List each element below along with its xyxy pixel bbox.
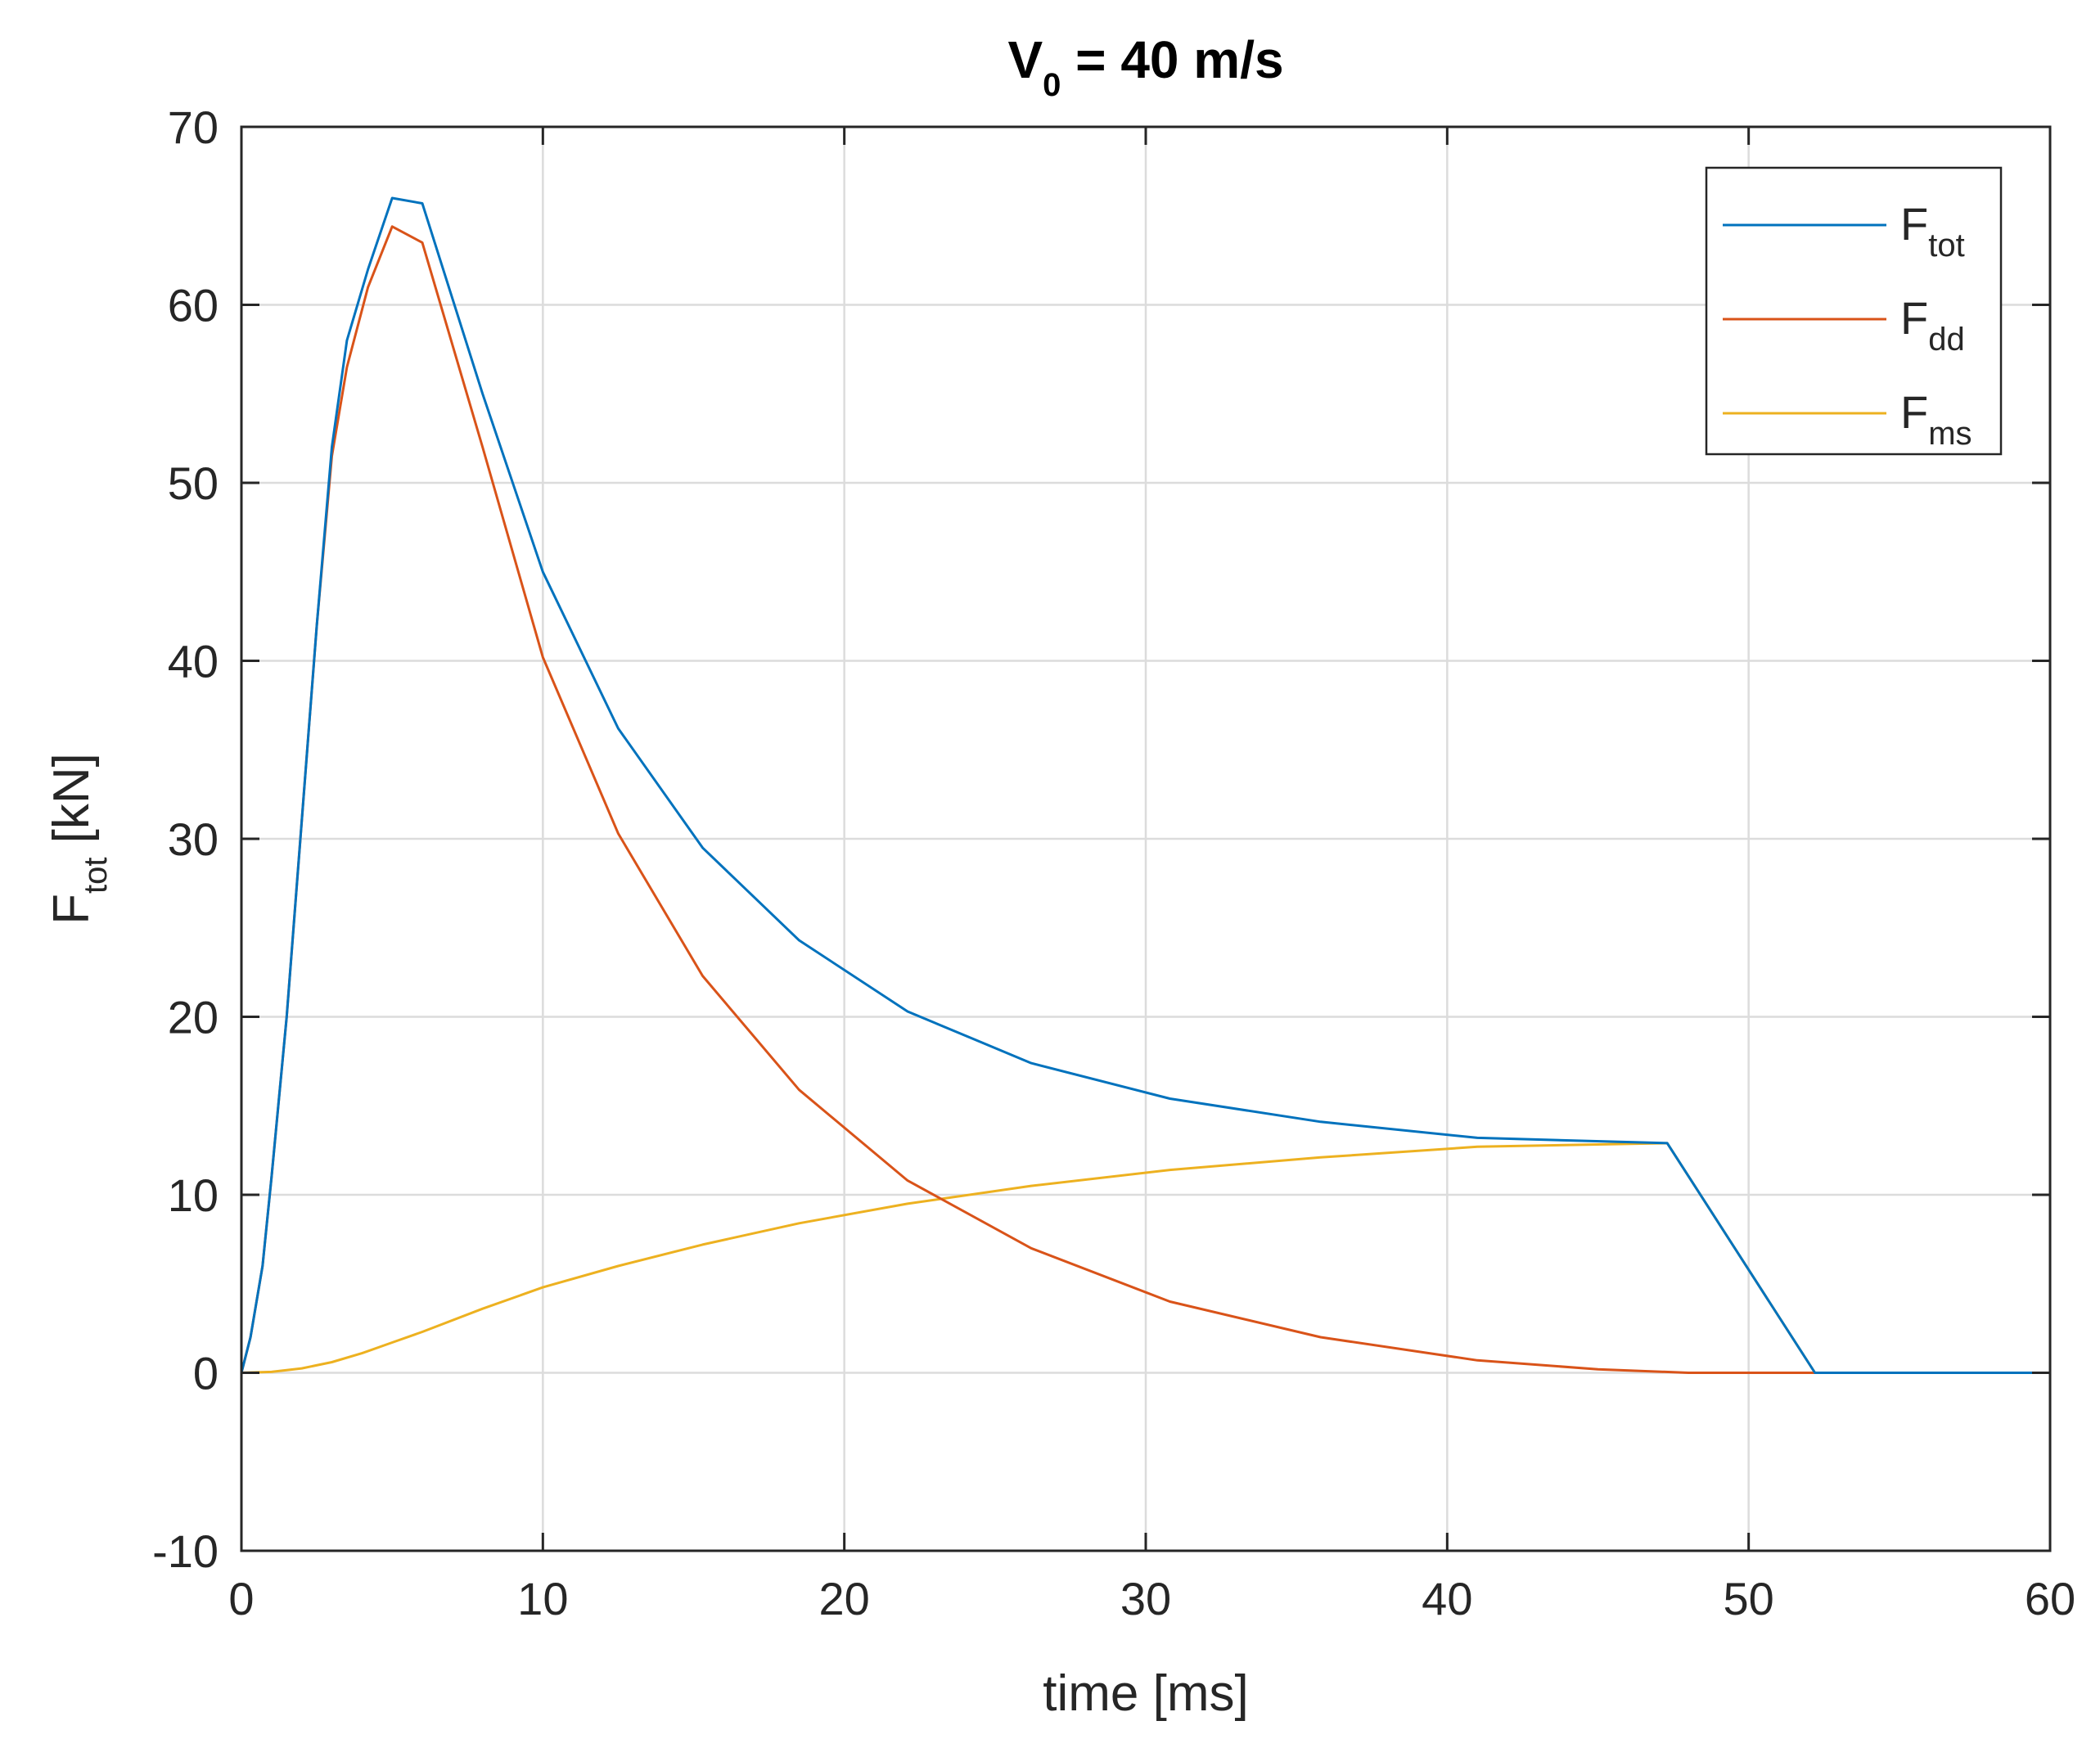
x-tick-label: 0 [228, 1573, 254, 1624]
legend-box [1705, 166, 2003, 456]
y-tick-label: 30 [168, 813, 219, 865]
legend: Ftot Fdd Fms [1705, 166, 2003, 456]
x-tick-label: 10 [517, 1573, 568, 1624]
x-tick-label: 30 [1120, 1573, 1171, 1624]
series-line-tot [240, 196, 2050, 1374]
y-tick-label: 60 [168, 280, 219, 331]
legend-label-dd: Fdd [1900, 292, 1965, 358]
x-tick-label: 20 [819, 1573, 870, 1624]
x-tick-label: 60 [2025, 1573, 2075, 1624]
ticks [240, 125, 2052, 1552]
legend-label-ms: Fms [1900, 386, 1972, 452]
x-tick-label: 40 [1422, 1573, 1472, 1624]
chart-title: V0 = 40 m/s [1007, 30, 1283, 103]
series-lines [240, 196, 2050, 1374]
x-tick-label: 50 [1724, 1573, 1774, 1624]
series-line-ms [241, 1142, 2050, 1374]
y-tick-label: 40 [168, 636, 219, 687]
y-tick-label: 50 [168, 457, 219, 509]
y-tick-label: -10 [152, 1525, 219, 1577]
y-tick-label: 20 [168, 992, 219, 1043]
y-tick-label: 70 [168, 101, 219, 153]
legend-label-tot: Ftot [1900, 198, 1965, 264]
y-tick-label: 0 [193, 1348, 219, 1399]
x-axis-label: time [ms] [1043, 1665, 1248, 1722]
y-axis-label: Ftot [kN] [43, 753, 114, 925]
y-tick-label: 10 [168, 1169, 219, 1221]
